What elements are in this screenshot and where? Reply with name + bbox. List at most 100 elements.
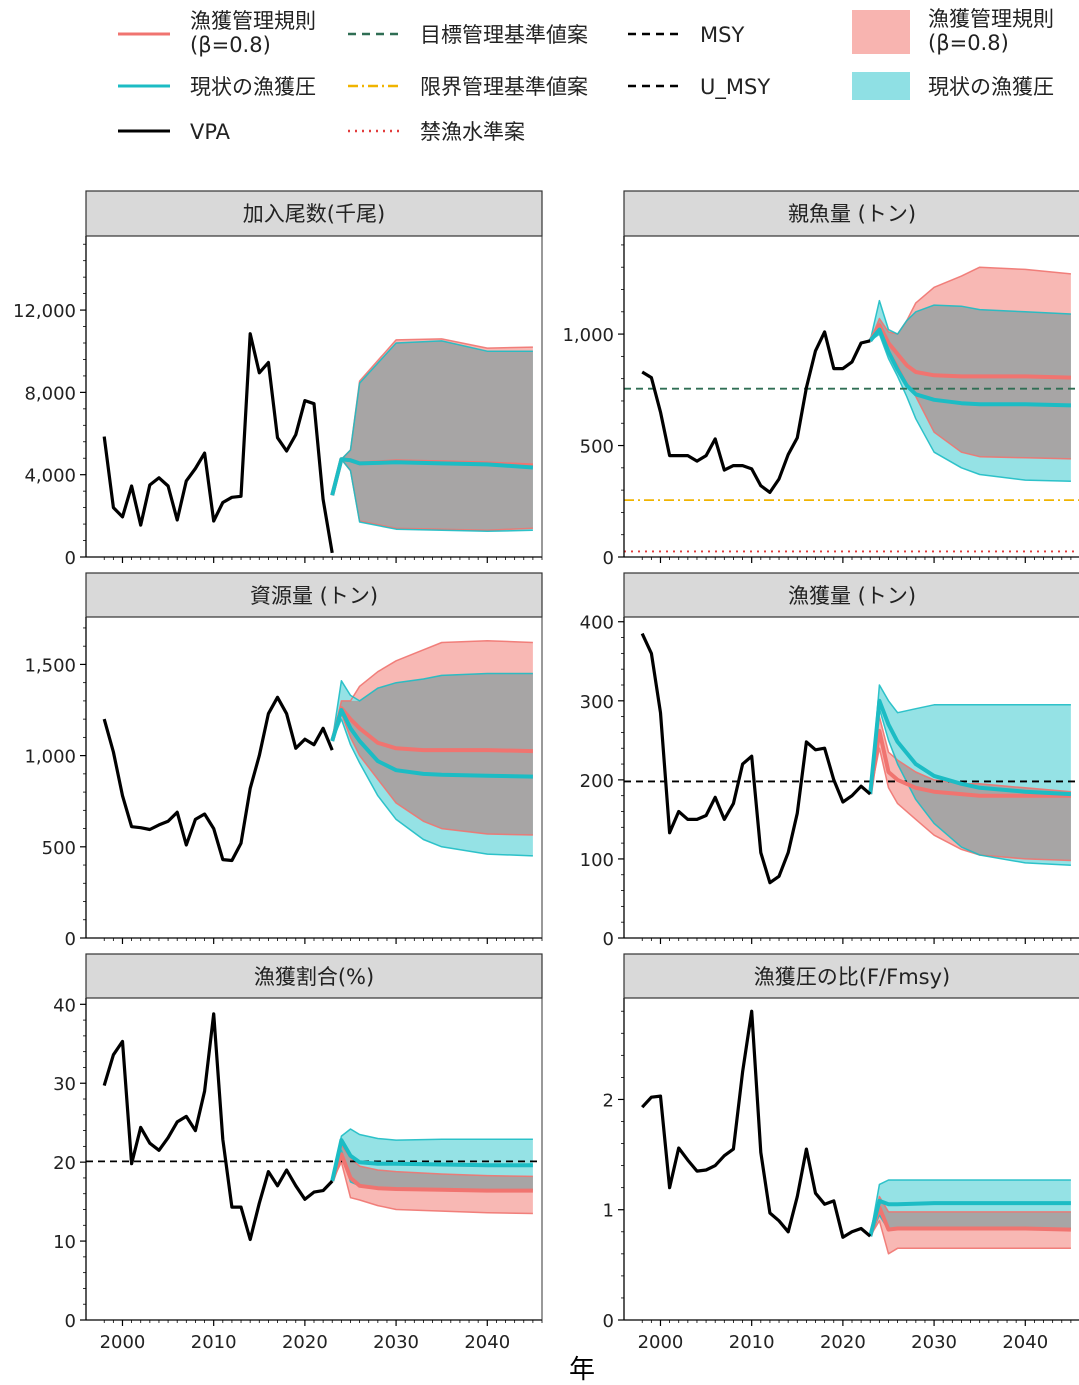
plot-area (624, 266, 1079, 553)
legend-fill-item-1: 現状の漁獲圧 (852, 72, 1054, 100)
legend-item-vpa_line: VPA (118, 120, 231, 144)
y-tick-label: 1 (603, 1201, 614, 1222)
current-upper-edge (331, 672, 533, 742)
legend-fill-label-0: (β=0.8) (928, 31, 1009, 55)
panel-header (85, 190, 543, 237)
x-tick-label: 2010 (191, 1332, 237, 1353)
hcr-upper-edge (869, 715, 1071, 795)
hcr-lower-edge (869, 1220, 1071, 1255)
legend-label-limit_line: 限界管理基準値案 (420, 75, 588, 99)
x-tick-label: 2020 (820, 1332, 866, 1353)
current-mean-line (868, 327, 1071, 408)
y-tick-label: 0 (603, 1311, 614, 1332)
x-tick-label: 2000 (638, 1332, 684, 1353)
current-lower-edge (869, 333, 1071, 482)
current-upper-edge (331, 1128, 533, 1182)
legend-item-umsy_line: U_MSY (628, 75, 770, 100)
y-tick-label: 10 (53, 1232, 76, 1253)
x-tick-label: 2040 (464, 1332, 510, 1353)
y-tick-label: 1,500 (24, 655, 76, 676)
overlap-ribbon (332, 340, 533, 531)
overlap-ribbon (870, 1196, 1071, 1237)
y-tick-label: 40 (53, 995, 76, 1016)
panel-1: 親魚量 (トン) 0 500 1,000 (562, 190, 1079, 569)
y-tick-label: 2 (603, 1090, 614, 1111)
hcr-mean-line (868, 1205, 1071, 1237)
legend-fill-item-0: 漁獲管理規則(β=0.8) (852, 7, 1054, 55)
panel-header (623, 572, 1079, 618)
y-tick-label: 400 (580, 613, 614, 634)
panel-header (85, 572, 543, 618)
current-upper-edge (869, 299, 1071, 341)
y-tick-label: 1,000 (562, 325, 614, 346)
legend-label-umsy_line: U_MSY (700, 75, 770, 100)
y-tick-label: 0 (65, 1311, 76, 1332)
x-axis-label: 年 (569, 1355, 595, 1385)
y-tick-label: 12,000 (13, 301, 76, 322)
legend-label-msy_line: MSY (700, 23, 744, 47)
panel-title: 親魚量 (トン) (788, 202, 916, 226)
current-mean-line (868, 1198, 1071, 1237)
hcr-mean-line (330, 706, 533, 754)
y-tick-label: 100 (580, 850, 614, 871)
panel-2: 資源量 (トン) 0 500 1,000 1,500 (24, 572, 543, 950)
overlap-ribbon (332, 1144, 533, 1190)
hcr-lower-edge (331, 1161, 533, 1215)
vpa-line (640, 632, 872, 885)
panel-title: 加入尾数(千尾) (243, 202, 385, 226)
current-mean-line (330, 1138, 533, 1182)
legend-fill-label-0: 漁獲管理規則 (928, 7, 1054, 31)
hcr-lower-edge (331, 712, 533, 836)
panel-3: 漁獲量 (トン) 0 100 200 300 400 (580, 572, 1079, 950)
plot-area (624, 632, 1079, 885)
y-tick-label: 8,000 (24, 383, 76, 404)
panels: 加入尾数(千尾) 0 4,000 8,000 12,000 親魚量 (トン) 0 500 1,0… (13, 190, 1079, 1353)
vpa-line (641, 330, 871, 494)
hcr-mean-line (330, 1152, 533, 1193)
hcr-mean-line (868, 728, 1071, 798)
panel-title: 資源量 (トン) (250, 584, 378, 608)
y-tick-label: 500 (580, 437, 614, 458)
y-tick-label: 500 (42, 838, 76, 859)
hcr-upper-edge (869, 266, 1071, 342)
legend-item-ban_line: 禁漁水準案 (348, 120, 525, 144)
legend-fill-swatch-0 (852, 10, 910, 54)
y-tick-label: 4,000 (24, 466, 76, 487)
y-tick-label: 0 (65, 929, 76, 950)
panel-0: 加入尾数(千尾) 0 4,000 8,000 12,000 (13, 190, 543, 569)
y-tick-label: 1,000 (24, 747, 76, 768)
current-mean-line (330, 457, 534, 496)
plot-area (102, 639, 533, 863)
x-tick-label: 2000 (100, 1332, 146, 1353)
plot-area (102, 332, 534, 554)
hcr-mean-line (868, 323, 1071, 380)
x-tick-label: 2030 (373, 1332, 419, 1353)
current-mean-line (868, 698, 1072, 797)
panel-title: 漁獲割合(%) (254, 965, 374, 989)
vpa-line (102, 332, 334, 554)
legend-label-target_line: 目標管理基準値案 (420, 23, 588, 47)
y-tick-label: 0 (603, 548, 614, 569)
current-upper-edge (869, 684, 1071, 795)
hcr-upper-edge (331, 639, 533, 742)
x-tick-label: 2030 (911, 1332, 957, 1353)
legend-fill-label-1: 現状の漁獲圧 (928, 75, 1054, 99)
plot-area (641, 1009, 1071, 1255)
panel-header (623, 953, 1079, 999)
current-upper-edge (869, 1179, 1071, 1237)
x-tick-label: 2010 (729, 1332, 775, 1353)
legend-label-current_line: 現状の漁獲圧 (190, 75, 316, 99)
current-lower-edge (331, 718, 533, 857)
current-mean-line (330, 708, 533, 779)
legend-fill-swatch-1 (852, 72, 910, 100)
current-lower-edge (869, 707, 1071, 867)
legend: 漁獲管理規則(β=0.8)現状の漁獲圧VPA目標管理基準値案限界管理基準値案禁漁… (118, 7, 1054, 144)
hcr-upper-edge (869, 1195, 1071, 1237)
legend-label-hcr_line: 漁獲管理規則 (190, 9, 316, 33)
y-tick-label: 300 (580, 692, 614, 713)
vpa-line (102, 695, 334, 863)
legend-label-ban_line: 禁漁水準案 (420, 120, 525, 144)
panel-header (85, 953, 543, 999)
panel-title: 漁獲量 (トン) (788, 584, 916, 608)
